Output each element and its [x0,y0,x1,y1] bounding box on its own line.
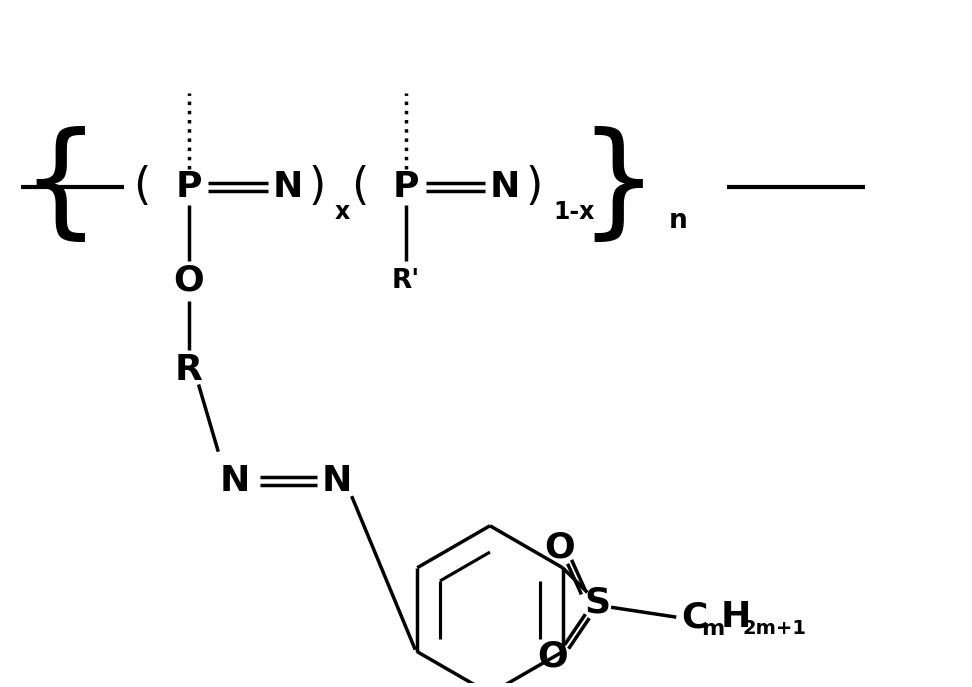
Text: x: x [334,200,349,224]
Text: (: ( [351,166,368,208]
Text: O: O [544,531,575,565]
Text: H: H [720,600,751,634]
Text: N: N [272,170,302,204]
Text: O: O [538,640,569,674]
Text: ): ) [308,166,326,208]
Text: S: S [584,585,610,619]
Text: {: { [20,126,100,247]
Text: C: C [681,600,708,634]
Text: P: P [393,170,419,204]
Text: R: R [175,352,202,387]
Text: ): ) [526,166,543,208]
Text: n: n [669,208,687,234]
Text: R': R' [392,268,420,294]
Text: 1-x: 1-x [553,200,595,224]
Text: P: P [175,170,202,204]
Text: N: N [490,170,520,204]
Text: }: } [578,126,658,247]
Text: 2m+1: 2m+1 [743,620,807,638]
Text: O: O [173,264,204,297]
Text: N: N [322,464,352,498]
Text: N: N [220,464,250,498]
Text: m: m [701,619,724,639]
Text: (: ( [133,166,151,208]
